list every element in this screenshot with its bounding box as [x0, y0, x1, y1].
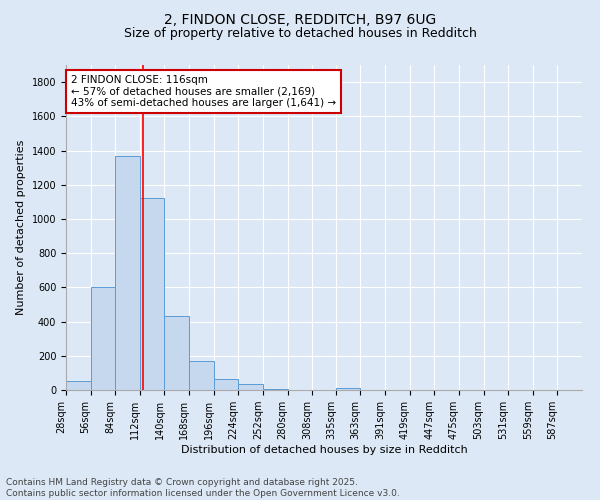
Text: Size of property relative to detached houses in Redditch: Size of property relative to detached ho… — [124, 28, 476, 40]
Bar — [140, 198, 164, 390]
Bar — [164, 316, 189, 390]
Bar — [238, 384, 263, 390]
Bar — [263, 389, 287, 390]
X-axis label: Distribution of detached houses by size in Redditch: Distribution of detached houses by size … — [181, 445, 467, 455]
Text: 2, FINDON CLOSE, REDDITCH, B97 6UG: 2, FINDON CLOSE, REDDITCH, B97 6UG — [164, 12, 436, 26]
Bar — [66, 380, 91, 390]
Y-axis label: Number of detached properties: Number of detached properties — [16, 140, 26, 315]
Bar — [91, 288, 115, 390]
Text: 2 FINDON CLOSE: 116sqm
← 57% of detached houses are smaller (2,169)
43% of semi-: 2 FINDON CLOSE: 116sqm ← 57% of detached… — [71, 74, 336, 108]
Bar — [214, 379, 238, 390]
Bar — [189, 361, 214, 390]
Text: Contains HM Land Registry data © Crown copyright and database right 2025.
Contai: Contains HM Land Registry data © Crown c… — [6, 478, 400, 498]
Bar — [336, 388, 361, 390]
Bar — [115, 156, 140, 390]
